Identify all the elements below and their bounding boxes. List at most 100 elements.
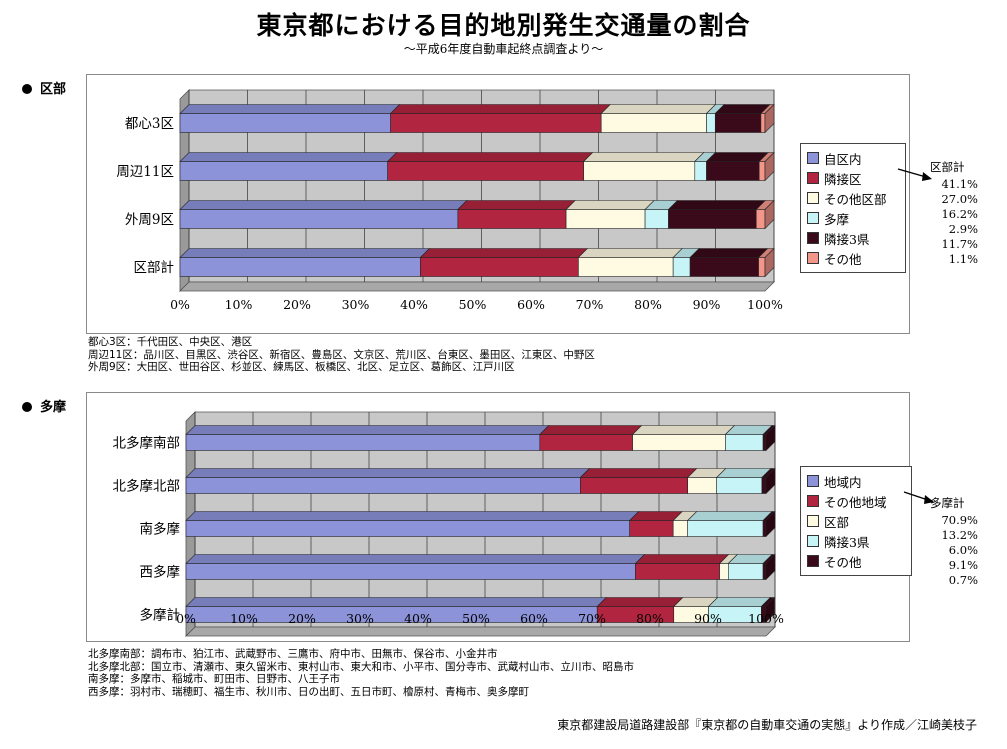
bar-segment xyxy=(706,113,716,133)
legend-item: その他区部 xyxy=(807,188,899,208)
bar-segment xyxy=(755,209,766,229)
note-line: 北多摩北部：国立市、清瀬市、東久留米市、東村山市、東大和市、小平市、国分寺市、武… xyxy=(88,660,634,673)
page-title: 東京都における目的地別発生交通量の割合 xyxy=(256,11,751,40)
bar-segment xyxy=(762,563,767,580)
legend-label: 自区内 xyxy=(824,151,862,167)
total-value: 41.1% xyxy=(941,177,978,191)
section-label: 多摩 xyxy=(40,400,67,415)
bar-segment xyxy=(179,113,391,133)
total-value: 0.7% xyxy=(948,573,978,587)
total-value: 13.2% xyxy=(941,528,978,542)
x-tick-label: 80% xyxy=(634,297,662,312)
chart-frame-tama: 北多摩南部 北多摩北部 南多摩 西多摩 多摩計 0% 10% 20% 30% 40% 50% 60% 7… xyxy=(86,392,910,642)
section-label: 区部 xyxy=(40,82,67,97)
bar-segment xyxy=(539,434,633,451)
note-line: 都心3区：千代田区、中央区、港区 xyxy=(88,336,253,348)
legend-label: 区部 xyxy=(824,514,850,530)
bar-segment xyxy=(179,257,421,277)
note-line: 外周9区：大田区、世田谷区、杉並区、練馬区、板橋区、北区、足立区、葛飾区、江戸川… xyxy=(88,361,515,373)
bar-segment xyxy=(725,434,764,451)
x-tick-label: 90% xyxy=(694,611,722,626)
legend-ku: 自区内 隣接区 その他区部 多摩 隣接3県 その他 xyxy=(800,143,906,273)
total-value: 70.9% xyxy=(941,513,978,527)
x-tick-label: 0% xyxy=(170,297,190,312)
bar-top-face xyxy=(686,511,773,521)
bar-top-face xyxy=(715,468,772,478)
source-credit: 東京都建設局道路建設部『東京都の自動車交通の実態』より作成／江崎美枝子 xyxy=(557,718,977,732)
category-label: 北多摩北部 xyxy=(113,478,181,495)
total-value: 1.1% xyxy=(948,252,978,266)
legend-item: 地域内 xyxy=(807,471,905,491)
note-line: 周辺11区：品川区、目黒区、渋谷区、新宿区、豊島区、文京区、荒川区、台東区、墨田… xyxy=(88,348,595,361)
arrow-icon xyxy=(897,168,932,181)
totals-ku: 区部計 41.1% 27.0% 16.2% 2.9% 11.7% 1.1% xyxy=(930,160,978,267)
bar-end-face xyxy=(765,510,776,538)
section-heading-tama: 多摩 xyxy=(22,396,66,415)
bar-segment xyxy=(179,209,459,229)
bar-segment xyxy=(689,257,759,277)
bar-segment xyxy=(629,520,674,537)
category-label: 多摩計 xyxy=(140,607,181,624)
bar-segment xyxy=(758,257,766,277)
arrow-icon xyxy=(903,491,934,504)
legend-item: 隣接3県 xyxy=(807,531,905,551)
bar-top-face xyxy=(185,554,646,564)
bar-top-face xyxy=(714,104,771,114)
chart-frame-ku: 都心3区 周辺11区 外周9区 区部計 0% 10% 20% 30% 40% 50% 60% 70% 8… xyxy=(86,74,910,334)
x-tick-label: 40% xyxy=(400,297,428,312)
bar-top-face xyxy=(707,597,772,607)
bar-top-face xyxy=(539,425,643,435)
bar-segment xyxy=(644,209,669,229)
category-label: 南多摩 xyxy=(140,521,181,538)
bar-top-face xyxy=(631,425,736,435)
legend-swatch xyxy=(807,475,819,487)
bar-end-face xyxy=(764,103,775,134)
bar-segment xyxy=(565,209,646,229)
bar-segment xyxy=(185,520,631,537)
category-label: 都心3区 xyxy=(125,116,174,132)
x-tick-label: 60% xyxy=(520,611,548,626)
notes-tama: 北多摩南部：調布市、狛江市、武蔵野市、三鷹市、府中市、田無市、保谷市、小金井市 … xyxy=(88,648,634,698)
bar-segment xyxy=(600,113,707,133)
bar-top-face xyxy=(457,200,576,210)
bar-segment xyxy=(716,477,763,494)
legend-swatch xyxy=(807,495,819,507)
legend-label: 隣接3県 xyxy=(824,534,870,550)
bullet-icon xyxy=(22,402,32,412)
bar-segment xyxy=(758,161,766,181)
bar-top-face xyxy=(179,248,431,258)
legend-label: 多摩 xyxy=(824,211,850,227)
totals-label: 多摩計 xyxy=(930,496,965,510)
bar-segment xyxy=(719,563,729,580)
bar-top-face xyxy=(185,597,607,607)
x-tick-label: 20% xyxy=(288,611,316,626)
x-tick-label: 0% xyxy=(176,611,196,626)
totals-tama: 多摩計 70.9% 13.2% 6.0% 9.1% 0.7% xyxy=(930,496,978,588)
note-line: 北多摩南部：調布市、狛江市、武蔵野市、三鷹市、府中市、田無市、保谷市、小金井市 xyxy=(88,648,498,660)
legend-swatch xyxy=(807,212,819,224)
bar-segment xyxy=(694,161,707,181)
x-tick-label: 100% xyxy=(748,611,784,626)
bar-segment xyxy=(672,257,691,277)
x-tick-label: 50% xyxy=(462,611,490,626)
bar-top-face xyxy=(705,152,769,162)
x-tick-label: 70% xyxy=(576,297,604,312)
bar-top-face xyxy=(689,248,769,258)
totals-label: 区部計 xyxy=(930,160,965,174)
bar-top-face xyxy=(600,104,717,114)
bar-top-face xyxy=(596,597,684,607)
legend-swatch xyxy=(807,555,819,567)
bar-end-face xyxy=(764,199,775,230)
category-label: 周辺11区 xyxy=(116,164,174,180)
bar-segment xyxy=(706,161,760,181)
bar-segment xyxy=(185,563,636,580)
bar-segment xyxy=(687,477,718,494)
x-tick-label: 30% xyxy=(342,297,370,312)
legend-label: その他 xyxy=(824,554,862,570)
bar-top-face xyxy=(179,104,401,114)
bar-segment xyxy=(635,563,720,580)
legend-item: 隣接3県 xyxy=(807,228,899,248)
legend-item: 隣接区 xyxy=(807,168,899,188)
plot-floor xyxy=(179,281,775,292)
